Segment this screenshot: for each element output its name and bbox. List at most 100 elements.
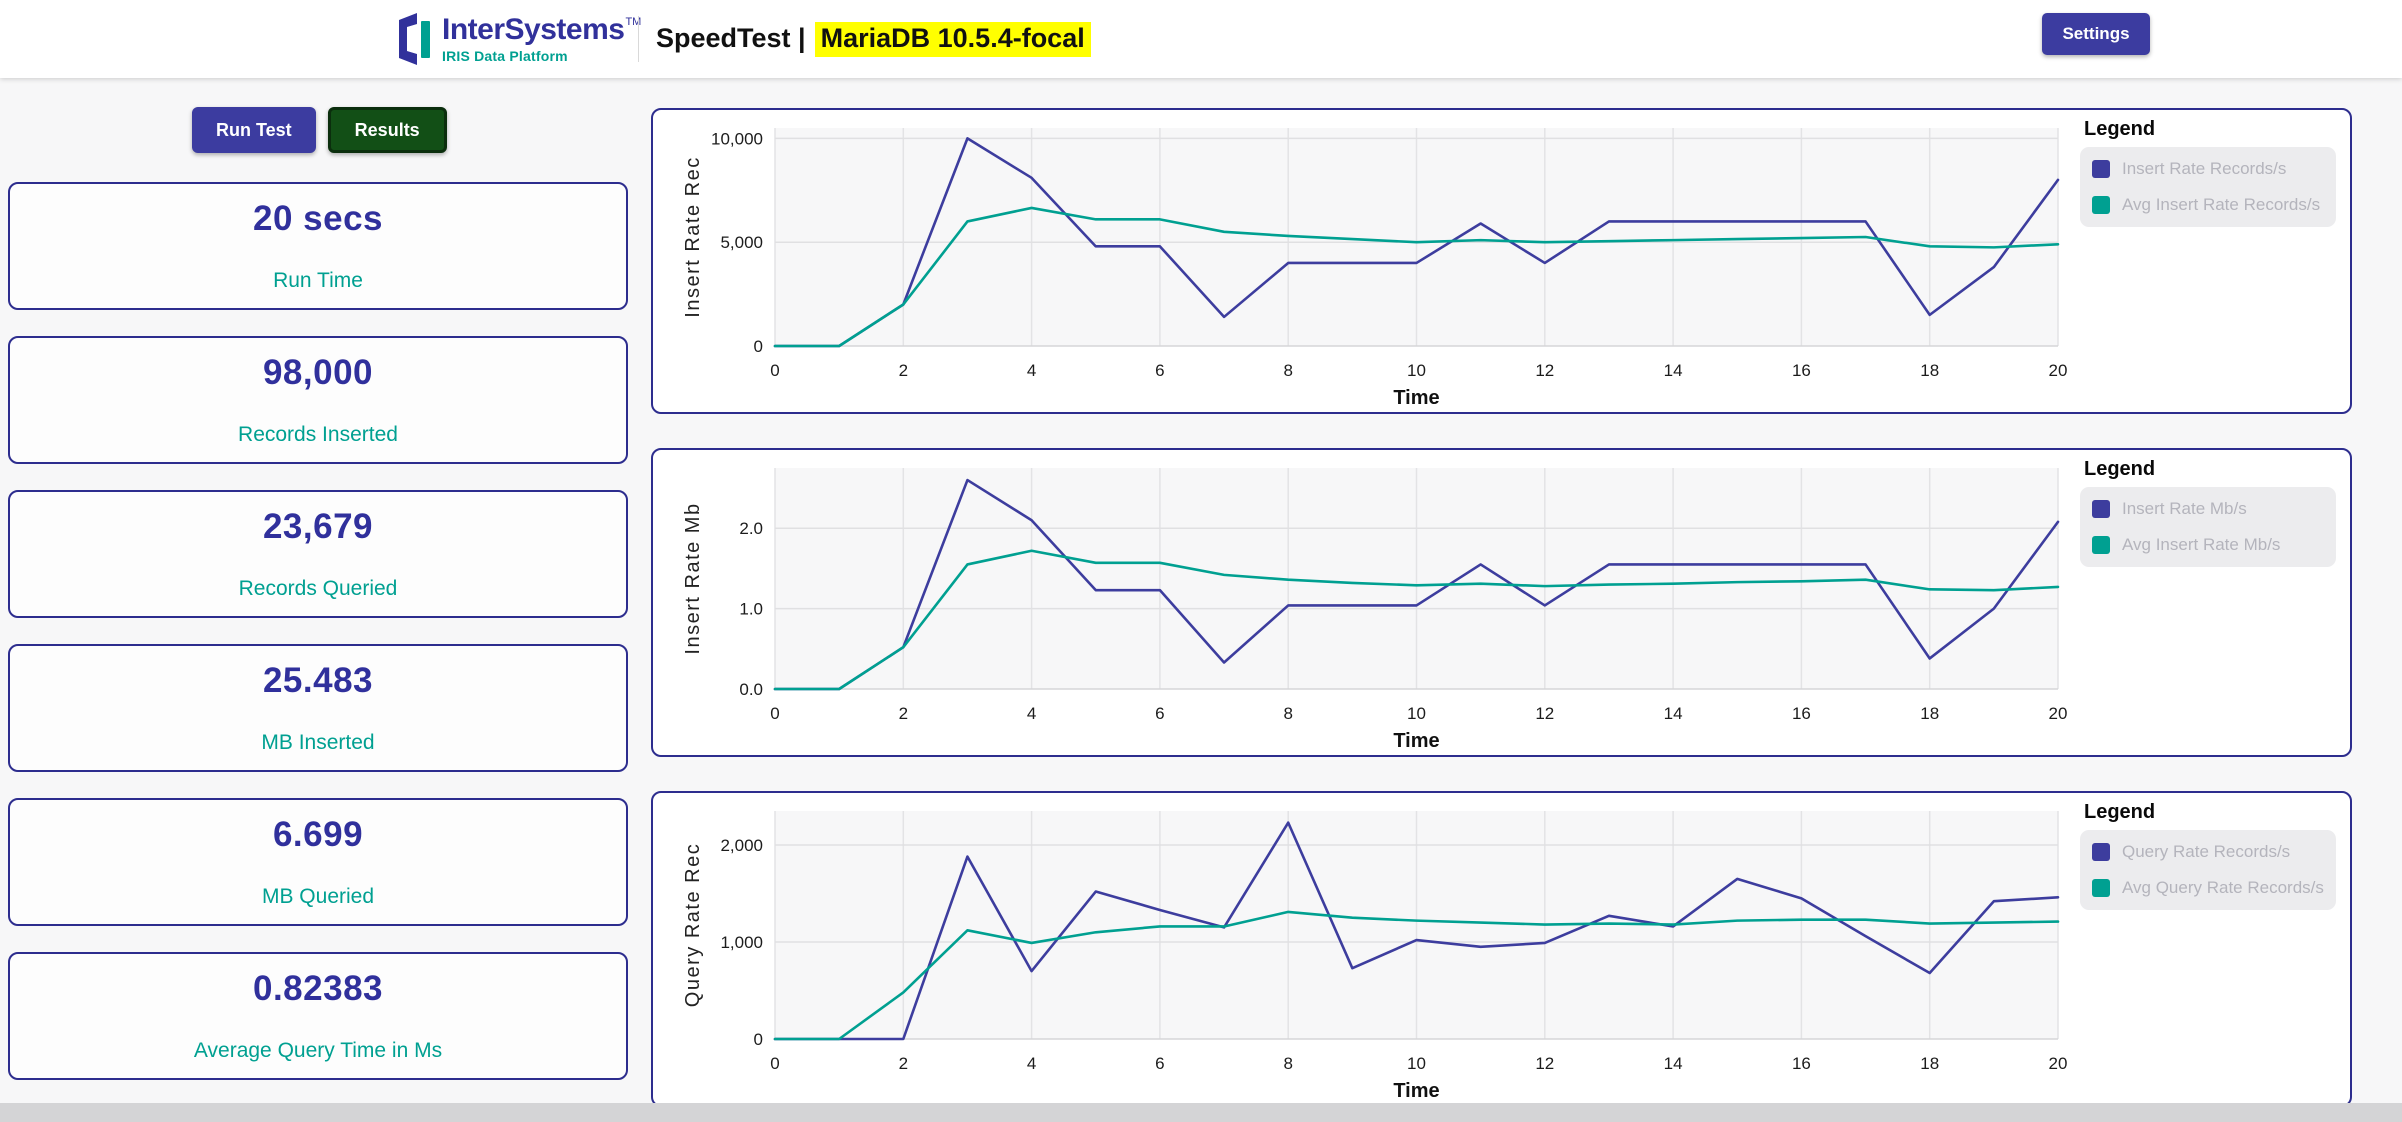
svg-text:12: 12 bbox=[1535, 704, 1554, 723]
svg-text:0: 0 bbox=[754, 1030, 763, 1049]
charts-panel: 0 5,000 10,000 0 2 4 6 8 10 12 14 16 18 20 Time Insert … bbox=[651, 108, 2352, 1107]
page-title-prefix: SpeedTest | bbox=[656, 23, 806, 53]
chart-legend: Legend Insert Rate Mb/s Avg Insert Rate … bbox=[2080, 458, 2336, 567]
chart-legend: Legend Query Rate Records/s Avg Query Ra… bbox=[2080, 801, 2336, 910]
series-swatch-icon bbox=[2092, 843, 2110, 861]
svg-text:8: 8 bbox=[1283, 704, 1292, 723]
svg-text:18: 18 bbox=[1920, 704, 1939, 723]
series-swatch-icon bbox=[2092, 160, 2110, 178]
stat-label: MB Queried bbox=[261, 885, 375, 908]
stat-value: 25.483 bbox=[262, 661, 374, 700]
legend-item-avg-insert-rate-records[interactable]: Avg Insert Rate Records/s bbox=[2092, 195, 2324, 215]
svg-text:10: 10 bbox=[1407, 704, 1426, 723]
stat-label: Average Query Time in Ms bbox=[193, 1039, 443, 1062]
svg-text:20: 20 bbox=[2049, 1054, 2068, 1073]
stat-card-avg-query-time: 0.82383 Average Query Time in Ms bbox=[8, 952, 628, 1080]
legend-item-insert-rate-mb[interactable]: Insert Rate Mb/s bbox=[2092, 499, 2324, 519]
insert-rate-mb-chart: 0.0 1.0 2.0 0 2 4 6 8 10 12 14 16 18 20 Time Insert Rat… bbox=[651, 448, 2352, 757]
chart-legend: Legend Insert Rate Records/s Avg Insert … bbox=[2080, 118, 2336, 227]
stat-label: Run Time bbox=[273, 269, 363, 292]
legend-item-insert-rate-records[interactable]: Insert Rate Records/s bbox=[2092, 159, 2324, 179]
header-divider bbox=[638, 16, 639, 62]
svg-text:18: 18 bbox=[1920, 1054, 1939, 1073]
stat-label: MB Inserted bbox=[261, 731, 375, 754]
app-header: InterSystems TM IRIS Data Platform Speed… bbox=[0, 0, 2402, 78]
legend-item-avg-insert-rate-mb[interactable]: Avg Insert Rate Mb/s bbox=[2092, 535, 2324, 555]
svg-text:5,000: 5,000 bbox=[720, 233, 763, 252]
svg-text:Time: Time bbox=[1393, 387, 1439, 409]
svg-text:0.0: 0.0 bbox=[739, 680, 763, 699]
svg-text:12: 12 bbox=[1535, 361, 1554, 380]
svg-text:Time: Time bbox=[1393, 1080, 1439, 1102]
stat-card-mb-inserted: 25.483 MB Inserted bbox=[8, 644, 628, 772]
brand-subtitle: IRIS Data Platform bbox=[442, 48, 568, 64]
stat-value: 0.82383 bbox=[252, 969, 384, 1008]
query-rate-records-chart: 0 1,000 2,000 0 2 4 6 8 10 12 14 16 18 20 Time Query Ra… bbox=[651, 791, 2352, 1107]
svg-text:Query Rate Rec: Query Rate Rec bbox=[682, 843, 704, 1007]
stat-label: Records Inserted bbox=[238, 423, 398, 446]
stat-card-records-queried: 23,679 Records Queried bbox=[8, 490, 628, 618]
series-swatch-icon bbox=[2092, 536, 2110, 554]
svg-text:14: 14 bbox=[1664, 1054, 1683, 1073]
svg-text:4: 4 bbox=[1027, 704, 1036, 723]
svg-text:0: 0 bbox=[770, 1054, 779, 1073]
svg-text:10: 10 bbox=[1407, 1054, 1426, 1073]
settings-button[interactable]: Settings bbox=[2042, 13, 2150, 55]
stats-panel: 20 secs Run Time 98,000 Records Inserted… bbox=[8, 182, 628, 1080]
action-buttons: Run Test Results bbox=[192, 107, 447, 153]
svg-text:20: 20 bbox=[2049, 361, 2068, 380]
stat-value: 23,679 bbox=[262, 507, 374, 546]
svg-text:16: 16 bbox=[1792, 704, 1811, 723]
svg-text:6: 6 bbox=[1155, 361, 1164, 380]
results-button[interactable]: Results bbox=[327, 107, 447, 153]
stat-card-mb-queried: 6.699 MB Queried bbox=[8, 798, 628, 926]
svg-text:12: 12 bbox=[1535, 1054, 1554, 1073]
svg-text:0: 0 bbox=[770, 361, 779, 380]
run-test-button[interactable]: Run Test bbox=[192, 107, 316, 153]
stat-value: 20 secs bbox=[252, 199, 384, 238]
stat-value: 6.699 bbox=[272, 815, 364, 854]
svg-text:16: 16 bbox=[1792, 361, 1811, 380]
svg-text:6: 6 bbox=[1155, 1054, 1164, 1073]
svg-text:2,000: 2,000 bbox=[720, 836, 763, 855]
brand-name: InterSystems bbox=[442, 13, 625, 46]
svg-text:2.0: 2.0 bbox=[739, 519, 763, 538]
stat-value: 98,000 bbox=[262, 353, 374, 392]
svg-text:4: 4 bbox=[1027, 1054, 1036, 1073]
insert-rate-records-plot: 0 5,000 10,000 0 2 4 6 8 10 12 14 16 18 20 Time Insert … bbox=[682, 128, 2068, 409]
page-title: SpeedTest | MariaDB 10.5.4-focal bbox=[656, 22, 1091, 57]
svg-text:8: 8 bbox=[1283, 1054, 1292, 1073]
legend-item-avg-query-rate-records[interactable]: Avg Query Rate Records/s bbox=[2092, 878, 2324, 898]
svg-text:2: 2 bbox=[899, 704, 908, 723]
query-rate-records-plot: 0 1,000 2,000 0 2 4 6 8 10 12 14 16 18 20 Time Query Ra… bbox=[682, 811, 2068, 1102]
svg-text:0: 0 bbox=[770, 704, 779, 723]
horizontal-scrollbar-track[interactable] bbox=[0, 1103, 2402, 1122]
database-name-highlight: MariaDB 10.5.4-focal bbox=[814, 22, 1091, 57]
svg-text:2: 2 bbox=[899, 1054, 908, 1073]
legend-title: Legend bbox=[2084, 801, 2156, 823]
svg-text:14: 14 bbox=[1664, 704, 1683, 723]
intersystems-logo-icon bbox=[399, 13, 430, 65]
svg-text:20: 20 bbox=[2049, 704, 2068, 723]
svg-text:2: 2 bbox=[899, 361, 908, 380]
svg-text:0: 0 bbox=[754, 337, 763, 356]
svg-text:4: 4 bbox=[1027, 361, 1036, 380]
svg-text:8: 8 bbox=[1283, 361, 1292, 380]
svg-text:14: 14 bbox=[1664, 361, 1683, 380]
svg-text:Time: Time bbox=[1393, 730, 1439, 752]
svg-text:6: 6 bbox=[1155, 704, 1164, 723]
insert-rate-mb-plot: 0.0 1.0 2.0 0 2 4 6 8 10 12 14 16 18 20 Time Insert Rat… bbox=[682, 468, 2068, 752]
legend-item-query-rate-records[interactable]: Query Rate Records/s bbox=[2092, 842, 2324, 862]
legend-title: Legend bbox=[2084, 118, 2156, 140]
svg-text:10: 10 bbox=[1407, 361, 1426, 380]
stat-card-run-time: 20 secs Run Time bbox=[8, 182, 628, 310]
svg-text:16: 16 bbox=[1792, 1054, 1811, 1073]
svg-text:Insert Rate Mb: Insert Rate Mb bbox=[682, 502, 704, 654]
series-swatch-icon bbox=[2092, 196, 2110, 214]
legend-title: Legend bbox=[2084, 458, 2156, 480]
series-swatch-icon bbox=[2092, 879, 2110, 897]
svg-text:1.0: 1.0 bbox=[739, 600, 763, 619]
svg-text:Insert Rate Rec: Insert Rate Rec bbox=[682, 156, 704, 317]
svg-text:1,000: 1,000 bbox=[720, 933, 763, 952]
intersystems-logo: InterSystems TM IRIS Data Platform bbox=[396, 11, 641, 67]
